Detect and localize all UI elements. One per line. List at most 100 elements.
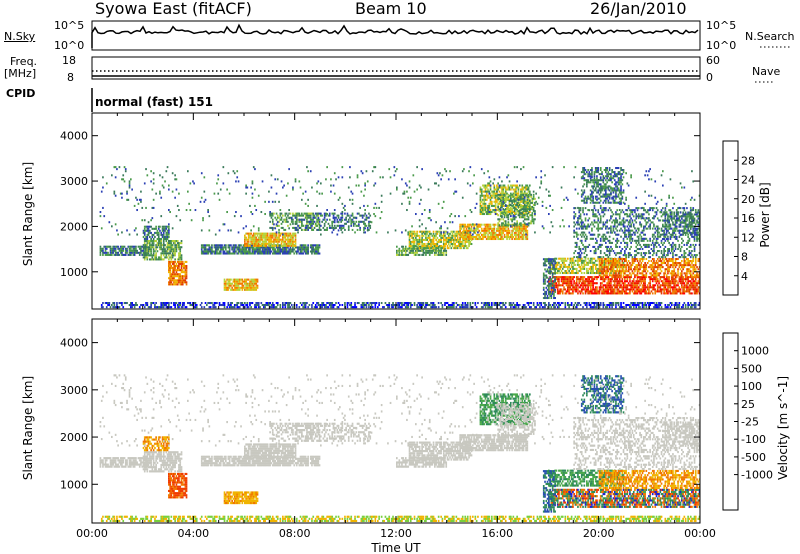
- power-cell: [242, 302, 244, 304]
- power-cell: [482, 211, 484, 213]
- power-cell: [580, 266, 582, 268]
- power-cell: [292, 213, 294, 215]
- power-cell: [657, 288, 659, 290]
- power-cell: [200, 304, 202, 306]
- power-cell: [207, 253, 209, 255]
- power-cell: [616, 286, 618, 288]
- power-cell: [277, 302, 279, 304]
- power-cell: [367, 227, 369, 229]
- power-cell: [230, 285, 232, 287]
- power-cell: [559, 272, 561, 274]
- power-cell: [582, 292, 584, 294]
- power-cell: [369, 227, 371, 229]
- power-cell: [584, 268, 586, 270]
- radar-figure: Slant Range [km] Slant Range [km] Time U…: [0, 0, 800, 554]
- power-cell: [622, 292, 624, 294]
- power-cell: [371, 304, 373, 306]
- power-cell: [307, 244, 309, 246]
- power-cell: [440, 239, 442, 241]
- power-cell: [358, 213, 360, 215]
- power-cell: [376, 302, 378, 304]
- power-cell: [257, 287, 259, 289]
- power-cell: [565, 258, 567, 260]
- power-cell: [150, 238, 152, 240]
- power-cell: [623, 288, 625, 290]
- power-cell: [238, 285, 240, 287]
- power-cell: [280, 304, 282, 306]
- power-cell: [291, 304, 293, 306]
- power-cell: [641, 292, 643, 294]
- power-cell: [106, 248, 108, 250]
- power-cell: [456, 306, 458, 308]
- power-cell: [651, 290, 653, 292]
- power-cell: [269, 248, 271, 250]
- power-cell: [487, 234, 489, 236]
- power-cell: [158, 232, 160, 234]
- power-cell: [292, 243, 294, 245]
- power-cell: [178, 244, 180, 246]
- power-cell: [396, 252, 398, 254]
- power-cell: [497, 206, 499, 208]
- power-cell: [687, 302, 689, 304]
- power-cell: [363, 302, 365, 304]
- power-cell: [402, 246, 404, 248]
- power-cell: [437, 245, 439, 247]
- power-cell: [136, 250, 138, 252]
- power-cell: [163, 232, 165, 234]
- power-cell: [429, 231, 431, 233]
- power-cell: [491, 201, 493, 203]
- power-cell: [224, 304, 226, 306]
- power-cell: [186, 277, 188, 279]
- power-cell: [239, 289, 241, 291]
- power-cell: [190, 302, 192, 304]
- power-cell: [530, 194, 532, 196]
- power-cell: [596, 260, 598, 262]
- power-cell: [356, 221, 358, 223]
- power-cell: [546, 304, 548, 306]
- power-cell: [321, 215, 323, 217]
- power-cell: [670, 288, 672, 290]
- power-cell: [634, 302, 636, 304]
- power-cell: [601, 282, 603, 284]
- power-cell: [324, 225, 326, 227]
- power-cell: [591, 260, 593, 262]
- power-cell: [676, 292, 678, 294]
- power-cell: [657, 278, 659, 280]
- power-cell: [211, 244, 213, 246]
- power-cell: [508, 224, 510, 226]
- power-cell: [131, 306, 133, 308]
- power-cell: [491, 211, 493, 213]
- power-cell: [155, 226, 157, 228]
- power-cell: [429, 304, 431, 306]
- power-cell: [438, 247, 440, 249]
- power-cell: [173, 277, 175, 279]
- power-cell: [116, 302, 118, 304]
- power-cell: [449, 245, 451, 247]
- power-cell: [510, 302, 512, 304]
- power-cell: [413, 250, 415, 252]
- power-cell: [576, 286, 578, 288]
- power-cell: [147, 258, 149, 260]
- power-cell: [229, 251, 231, 253]
- power-cell: [416, 231, 418, 233]
- power-cell: [159, 226, 161, 228]
- power-cell: [295, 245, 297, 247]
- power-cell: [331, 225, 333, 227]
- power-cell: [148, 252, 150, 254]
- power-cell: [214, 304, 216, 306]
- power-cell: [401, 306, 403, 308]
- power-cell: [525, 228, 527, 230]
- power-cell: [143, 236, 145, 238]
- power-cell: [649, 304, 651, 306]
- power-cell: [610, 284, 612, 286]
- power-cell: [489, 302, 491, 304]
- power-cell: [429, 254, 431, 256]
- power-cell: [489, 304, 491, 306]
- power-cell: [435, 252, 437, 254]
- power-cell: [295, 237, 297, 239]
- power-cell: [160, 246, 162, 248]
- power-cell: [448, 235, 450, 237]
- power-cell: [157, 246, 159, 248]
- power-cell: [695, 278, 697, 280]
- power-cell: [153, 302, 155, 304]
